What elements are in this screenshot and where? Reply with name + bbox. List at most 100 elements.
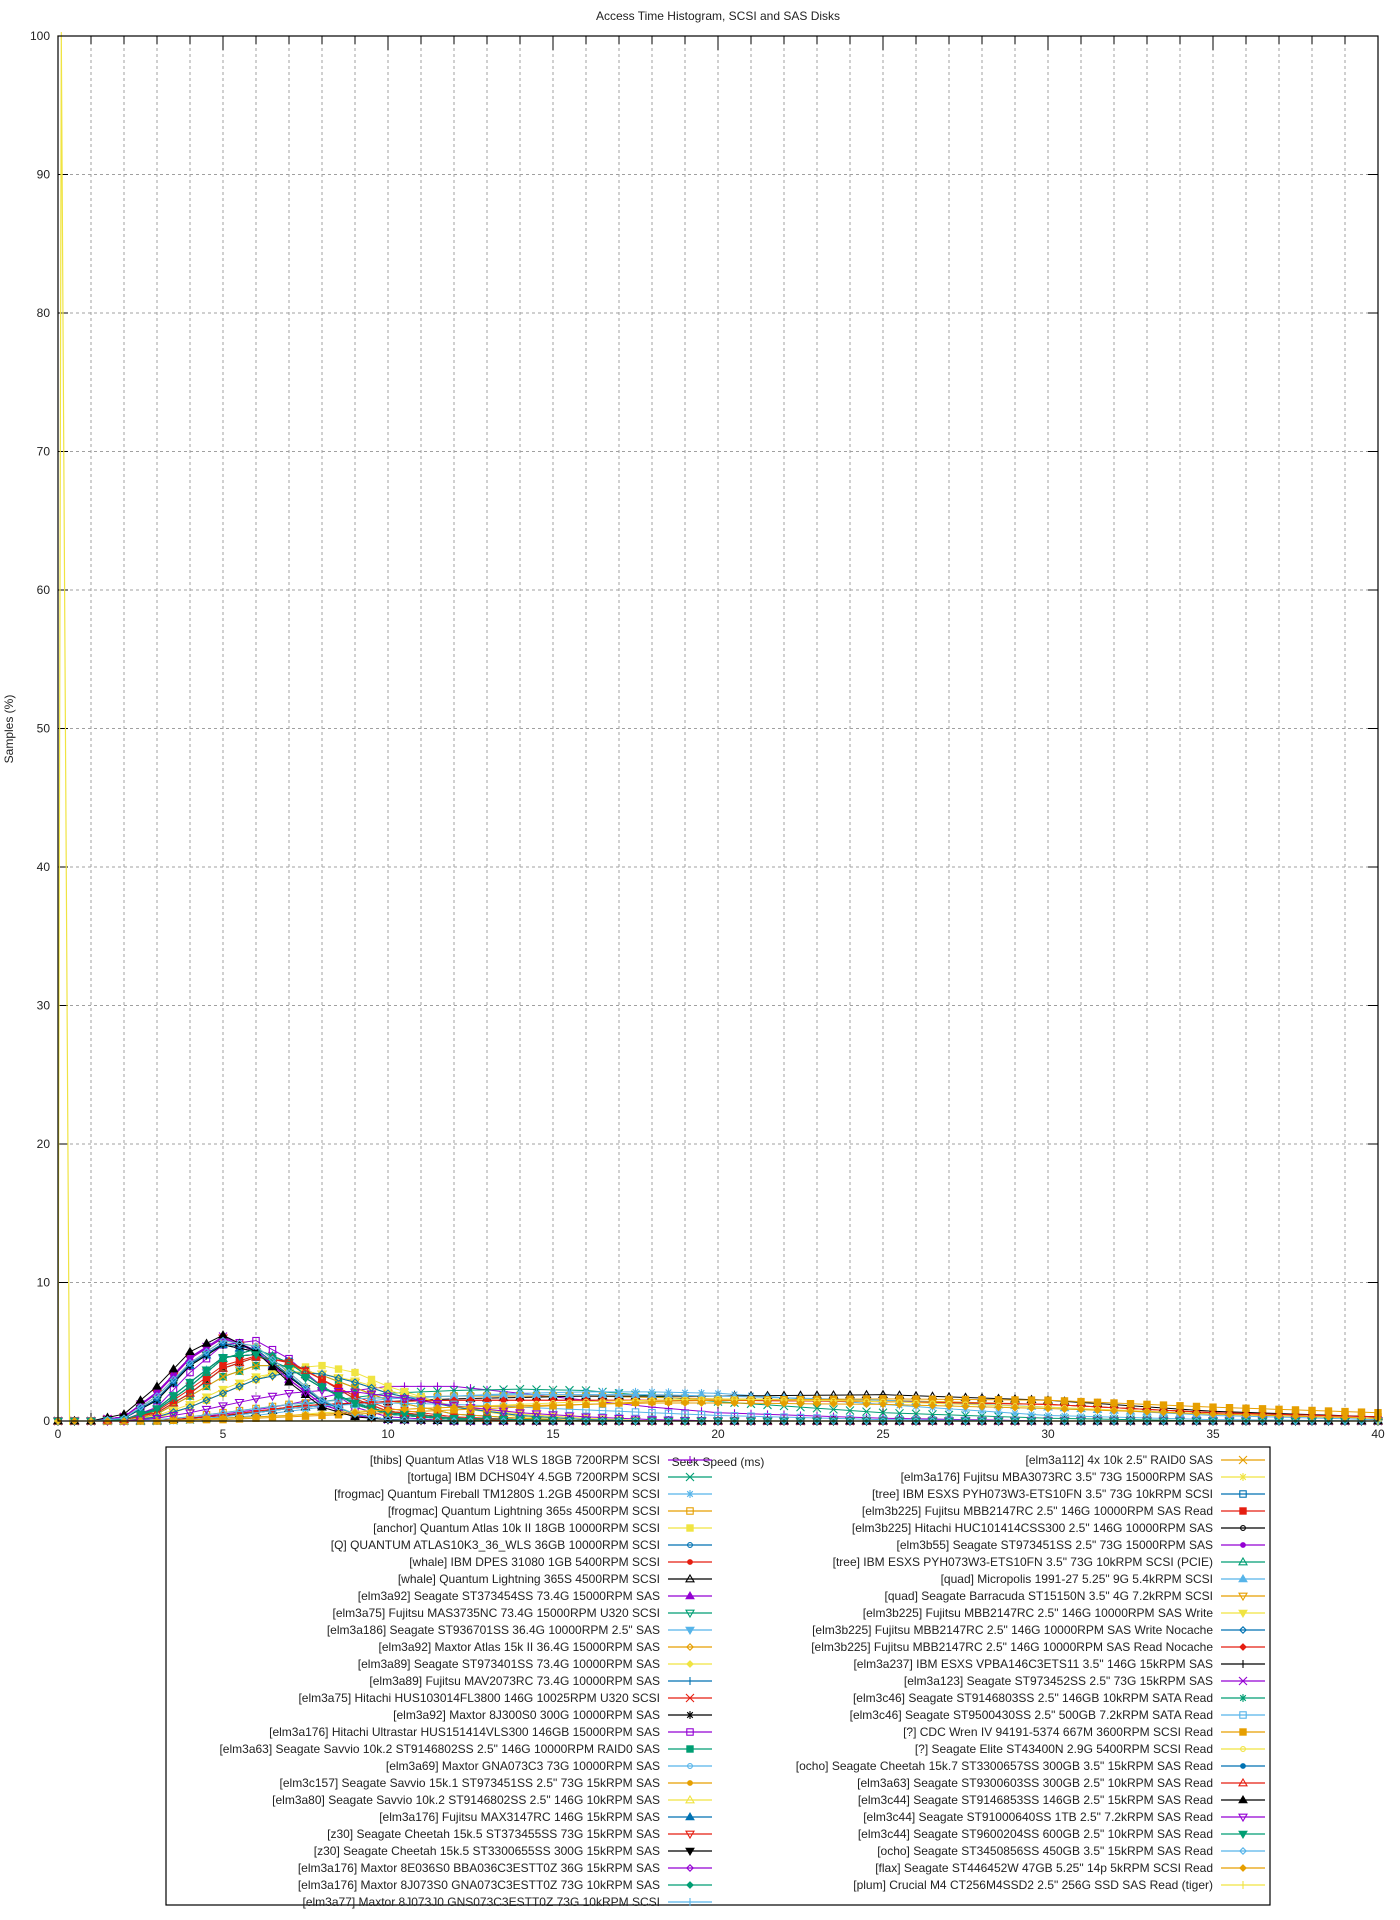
marker-cross — [862, 1407, 871, 1416]
marker-open-diamond — [450, 1417, 458, 1425]
legend-label: [elm3a176] Maxtor 8J073S0 GNA073C3ESTT0Z… — [298, 1878, 660, 1892]
marker-open-diamond — [1143, 1417, 1151, 1425]
x-tick-label: 35 — [1206, 1427, 1220, 1441]
marker-plus — [450, 1382, 458, 1391]
marker-filled-square — [1258, 1405, 1267, 1413]
y-tick-label: 20 — [37, 1137, 51, 1151]
marker-open-diamond — [631, 1417, 640, 1425]
legend-label: [elm3a186] Seagate ST936701SS 36.4G 1000… — [327, 1623, 660, 1637]
x-tick-label: 40 — [1371, 1427, 1385, 1441]
marker-filled-inverted-triangle — [449, 1414, 459, 1424]
marker-open-diamond — [400, 1415, 409, 1424]
marker-filled-square — [1110, 1399, 1118, 1407]
marker-cross — [812, 1403, 822, 1413]
marker-star — [1011, 1409, 1019, 1418]
marker-filled-diamond — [697, 1399, 706, 1407]
marker-filled-diamond — [1239, 1643, 1247, 1651]
marker-cross — [845, 1406, 855, 1415]
marker-open-inverted-triangle — [531, 1410, 542, 1419]
marker-open-diamond — [219, 1389, 227, 1398]
marker-filled-diamond — [334, 1409, 343, 1418]
marker-open-inverted-triangle — [218, 1402, 228, 1411]
marker-open-inverted-triangle — [432, 1399, 443, 1409]
marker-open-diamond — [1275, 1417, 1283, 1425]
marker-plus — [681, 1405, 689, 1414]
legend-entry: [elm3b55] Seagate ST973451SS 2.5" 73G 15… — [897, 1538, 1265, 1552]
marker-open-diamond — [780, 1417, 788, 1425]
marker-open-diamond — [219, 1336, 227, 1345]
marker-open-diamond — [1176, 1417, 1184, 1425]
legend-entry: [elm3a75] Hitachi HUS103014FL3800 146G 1… — [298, 1691, 712, 1705]
marker-open-diamond — [1060, 1417, 1069, 1425]
marker-filled-inverted-triangle — [185, 1401, 195, 1410]
marker-open-triangle — [218, 1363, 228, 1372]
legend-entry: [flax] Seagate ST446452W 47GB 5.25" 14p … — [875, 1861, 1265, 1875]
plot-frame — [57, 35, 1379, 1422]
marker-filled-square — [1011, 1396, 1019, 1404]
marker-open-diamond — [912, 1417, 920, 1425]
marker-filled-diamond — [1209, 1410, 1217, 1418]
marker-filled-triangle — [201, 1338, 212, 1347]
y-tick-label: 50 — [37, 722, 51, 736]
marker-open-diamond — [763, 1417, 772, 1425]
marker-plus — [686, 1456, 694, 1464]
marker-filled-diamond — [1126, 1407, 1135, 1416]
marker-open-diamond — [730, 1417, 739, 1425]
marker-filled-diamond — [862, 1400, 871, 1409]
legend-entry: [elm3a75] Fujitsu MAS3735NC 73.4G 15000R… — [333, 1606, 712, 1620]
marker-open-diamond — [169, 1375, 178, 1384]
marker-filled-square — [1093, 1398, 1102, 1407]
x-tick-label: 25 — [876, 1427, 890, 1441]
marker-filled-inverted-triangle — [300, 1374, 311, 1384]
marker-open-diamond — [1110, 1417, 1118, 1425]
marker-filled-diamond — [367, 1407, 376, 1416]
marker-open-triangle — [185, 1388, 195, 1397]
legend-entry: [elm3c46] Seagate ST9146803SS 2.5" 146GB… — [853, 1691, 1265, 1705]
marker-star — [686, 1490, 694, 1498]
legend-label: [elm3b225] Fujitsu MBB2147RC 2.5" 146G 1… — [863, 1606, 1214, 1620]
marker-open-diamond — [1239, 1847, 1247, 1855]
marker-open-diamond — [483, 1417, 491, 1425]
marker-filled-square — [1027, 1396, 1036, 1404]
marker-open-diamond — [1308, 1417, 1316, 1425]
y-tick-label: 0 — [43, 1414, 50, 1428]
marker-filled-circle — [1240, 1542, 1246, 1548]
marker-filled-square — [1239, 1507, 1247, 1515]
legend-entry: [elm3a176] Fujitsu MBA3073RC 3.5" 73G 15… — [901, 1470, 1265, 1484]
marker-filled-square — [994, 1396, 1003, 1404]
legend-label: [frogmac] Quantum Fireball TM1280S 1.2GB… — [334, 1487, 660, 1501]
legend-entry: [thibs] Quantum Atlas V18 WLS 18GB 7200R… — [370, 1453, 712, 1467]
marker-filled-diamond — [1044, 1404, 1052, 1413]
marker-open-diamond — [318, 1369, 326, 1378]
legend-label: [Q] QUANTUM ATLAS10K3_36_WLS 36GB 10000R… — [331, 1538, 660, 1552]
marker-open-square — [1239, 1490, 1247, 1498]
marker-filled-diamond — [285, 1411, 293, 1420]
marker-filled-diamond — [384, 1406, 392, 1414]
marker-open-diamond — [681, 1417, 689, 1425]
marker-filled-diamond — [780, 1399, 788, 1408]
marker-open-diamond — [301, 1382, 310, 1391]
marker-open-diamond — [1011, 1417, 1019, 1425]
marker-filled-diamond — [686, 1881, 694, 1889]
marker-filled-diamond — [318, 1410, 326, 1418]
marker-open-circle — [1240, 1525, 1246, 1531]
marker-filled-square — [318, 1361, 326, 1370]
marker-open-triangle — [685, 1573, 695, 1583]
marker-open-diamond — [384, 1415, 392, 1424]
marker-open-inverted-triangle — [1238, 1813, 1248, 1823]
marker-filled-diamond — [433, 1403, 442, 1412]
marker-cross — [499, 1385, 508, 1394]
marker-filled-square — [1176, 1402, 1184, 1410]
marker-open-diamond — [928, 1417, 937, 1425]
legend-label: [quad] Micropolis 1991-27 5.25" 9G 5.4kR… — [941, 1572, 1213, 1586]
marker-open-inverted-triangle — [685, 1830, 695, 1840]
marker-open-square — [615, 1407, 623, 1416]
legend-entry: [frogmac] Quantum Fireball TM1280S 1.2GB… — [334, 1487, 712, 1501]
marker-star — [1044, 1411, 1052, 1420]
marker-open-diamond — [961, 1417, 970, 1425]
marker-open-diamond — [549, 1417, 557, 1425]
marker-filled-diamond — [1027, 1404, 1036, 1413]
marker-filled-diamond — [466, 1402, 475, 1411]
marker-filled-inverted-triangle — [416, 1412, 426, 1421]
marker-open-diamond — [351, 1378, 359, 1387]
